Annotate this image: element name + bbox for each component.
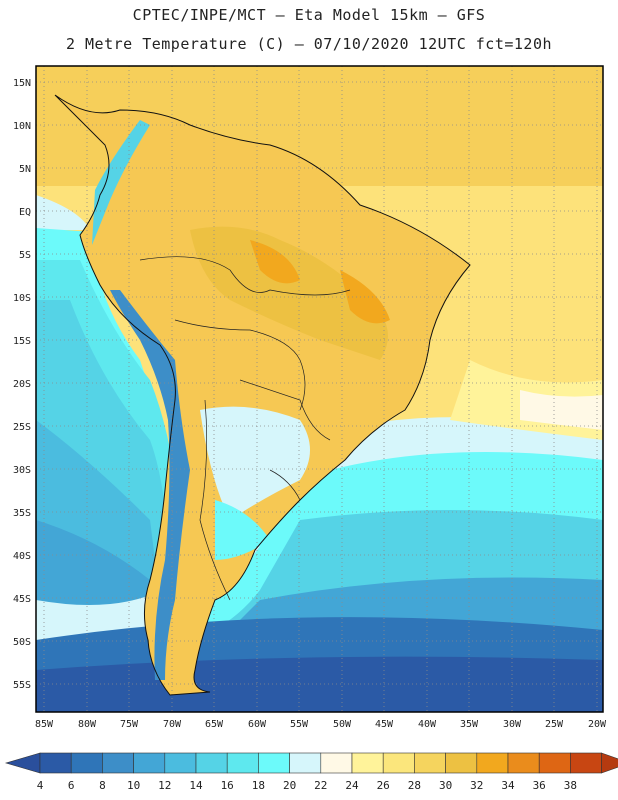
- colorbar-swatch: [195, 752, 228, 774]
- colorbar-label: 4: [37, 779, 44, 792]
- colorbar-label: 26: [377, 779, 390, 792]
- lon-label: 35W: [460, 719, 479, 730]
- lat-label: 30S: [13, 465, 31, 476]
- lon-label: 45W: [375, 719, 394, 730]
- lon-label: 85W: [35, 719, 54, 730]
- colorbar-over-arrow: [601, 752, 618, 774]
- colorbar-label: 10: [127, 779, 140, 792]
- lat-label: 15S: [13, 336, 31, 347]
- colorbar-swatch: [382, 752, 415, 774]
- colorbar-swatch: [507, 752, 540, 774]
- colorbar-swatch: [570, 752, 602, 774]
- lon-label: 25W: [545, 719, 564, 730]
- colorbar-swatch: [70, 752, 103, 774]
- map-field: [36, 66, 603, 712]
- colorbar-label: 14: [189, 779, 203, 792]
- colorbar-label: 6: [68, 779, 75, 792]
- lon-label: 55W: [290, 719, 309, 730]
- map-title-line2: 2 Metre Temperature (C) – 07/10/2020 12U…: [65, 35, 553, 53]
- colorbar-label: 16: [221, 779, 234, 792]
- colorbar-label: 28: [408, 779, 421, 792]
- lon-label: 65W: [205, 719, 224, 730]
- colorbar-swatch: [289, 752, 322, 774]
- lon-label: 50W: [333, 719, 352, 730]
- colorbar-label: 36: [533, 779, 546, 792]
- lat-label: 15N: [13, 78, 31, 89]
- colorbar-label: 18: [252, 779, 265, 792]
- colorbar-label: 12: [158, 779, 171, 792]
- colorbar-swatch: [133, 752, 166, 774]
- colorbar-label: 22: [314, 779, 327, 792]
- lat-label: 5N: [19, 164, 31, 175]
- temperature-colorbar: 4 6 8 10 12 14 16 18 20 22 24 26 28 30 32 34 36 38: [4, 752, 618, 792]
- colorbar-swatch: [39, 752, 72, 774]
- lat-label: 20S: [13, 379, 31, 390]
- map-frame: [35, 65, 604, 713]
- colorbar-label: 24: [345, 779, 359, 792]
- lon-label: 30W: [503, 719, 522, 730]
- colorbar-swatch: [445, 752, 478, 774]
- colorbar-label: 38: [564, 779, 577, 792]
- lat-label: 40S: [13, 551, 31, 562]
- lon-label: 70W: [163, 719, 182, 730]
- lon-label: 75W: [120, 719, 139, 730]
- map-title-line1: CPTEC/INPE/MCT – Eta Model 15km – GFS: [132, 6, 486, 24]
- colorbar-label: 8: [99, 779, 106, 792]
- lat-label: 50S: [13, 637, 31, 648]
- colorbar-swatch: [258, 752, 290, 774]
- lat-label: 10N: [13, 121, 31, 132]
- lat-label: EQ: [19, 207, 31, 218]
- colorbar-under-arrow: [4, 752, 41, 774]
- lat-label: 45S: [13, 594, 31, 605]
- colorbar-swatch: [538, 752, 571, 774]
- colorbar-swatch: [320, 752, 353, 774]
- colorbar-label: 20: [283, 779, 296, 792]
- colorbar-swatch: [414, 752, 446, 774]
- lon-label: 80W: [78, 719, 97, 730]
- colorbar-label: 32: [470, 779, 483, 792]
- colorbar-swatch: [164, 752, 197, 774]
- lat-label: 10S: [13, 293, 31, 304]
- colorbar-swatch: [476, 752, 509, 774]
- colorbar-label: 30: [439, 779, 452, 792]
- lat-label: 25S: [13, 422, 31, 433]
- lon-label: 40W: [418, 719, 437, 730]
- lat-label: 35S: [13, 508, 31, 519]
- lat-label: 5S: [19, 250, 31, 261]
- colorbar-swatch: [351, 752, 384, 774]
- colorbar-swatch: [226, 752, 259, 774]
- lat-label: 55S: [13, 680, 31, 691]
- lon-label: 60W: [248, 719, 267, 730]
- colorbar-swatch: [102, 752, 134, 774]
- colorbar-label: 34: [501, 779, 515, 792]
- lon-label: 20W: [588, 719, 607, 730]
